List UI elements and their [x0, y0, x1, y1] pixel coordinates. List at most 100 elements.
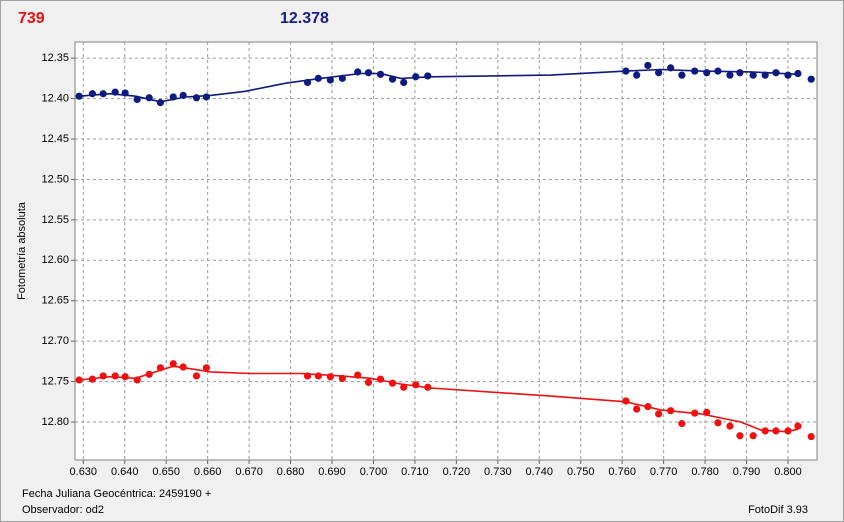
- data-point: [703, 408, 711, 416]
- data-point: [655, 410, 663, 418]
- y-tick-label: 12.35: [41, 52, 69, 64]
- data-point: [364, 69, 373, 77]
- data-point: [412, 73, 420, 81]
- data-point: [364, 378, 373, 386]
- data-point: [678, 71, 686, 79]
- y-tick-label: 12.75: [41, 375, 69, 387]
- data-point: [99, 90, 107, 98]
- y-tick-label: 12.65: [41, 295, 69, 307]
- x-tick-label: 0.650: [152, 466, 180, 478]
- y-tick-label: 12.55: [41, 214, 69, 226]
- data-point: [156, 364, 164, 372]
- y-tick-label: 12.60: [41, 254, 69, 266]
- data-point: [111, 88, 119, 96]
- data-point: [169, 93, 177, 101]
- data-point: [388, 379, 397, 387]
- x-tick-label: 0.670: [235, 466, 263, 478]
- data-point: [424, 383, 432, 391]
- data-point: [794, 422, 802, 430]
- data-point: [303, 78, 312, 87]
- x-tick-label: 0.740: [526, 466, 554, 478]
- data-point: [622, 67, 630, 75]
- data-point: [75, 92, 83, 100]
- data-point: [691, 67, 699, 75]
- y-tick-label: 12.40: [41, 93, 69, 105]
- data-point: [644, 403, 652, 411]
- data-point: [145, 370, 153, 378]
- x-tick-label: 0.800: [774, 466, 802, 478]
- software-label: FotoDif 3.93: [748, 504, 808, 516]
- header-label: 739: [18, 10, 45, 27]
- y-axis-label: Fotometría absoluta: [16, 201, 28, 300]
- y-tick-label: 12.80: [41, 416, 69, 428]
- data-point: [749, 71, 757, 79]
- x-tick-label: 0.700: [360, 466, 388, 478]
- data-point: [169, 360, 177, 368]
- data-point: [75, 376, 83, 384]
- data-point: [691, 409, 699, 417]
- x-axis-label: Fecha Juliana Geocéntrica: 2459190 +: [22, 488, 211, 500]
- x-tick-label: 0.660: [194, 466, 222, 478]
- y-tick-label: 12.70: [41, 335, 69, 347]
- observer-label: Observador: od2: [22, 504, 104, 516]
- data-point: [644, 61, 652, 70]
- data-point: [703, 69, 711, 77]
- data-point: [338, 374, 346, 382]
- header-label: 12.378: [280, 10, 329, 27]
- data-point: [202, 364, 211, 372]
- data-point: [145, 94, 153, 102]
- data-point: [784, 71, 792, 79]
- data-point: [412, 381, 420, 389]
- x-tick-label: 0.680: [277, 466, 305, 478]
- data-point: [303, 372, 312, 380]
- data-point: [354, 371, 362, 379]
- data-point: [772, 69, 780, 77]
- data-point: [714, 419, 722, 427]
- data-point: [714, 67, 722, 75]
- data-point: [736, 69, 744, 77]
- data-point: [314, 372, 322, 380]
- data-point: [749, 432, 757, 440]
- data-point: [388, 75, 397, 83]
- data-point: [726, 71, 734, 79]
- data-point: [133, 95, 141, 104]
- x-tick-label: 0.750: [567, 466, 595, 478]
- x-tick-label: 0.780: [691, 466, 719, 478]
- data-point: [633, 405, 641, 413]
- data-point: [111, 372, 119, 380]
- data-point: [794, 69, 802, 78]
- plot-area: [74, 41, 818, 461]
- data-point: [338, 74, 346, 82]
- data-point: [667, 407, 675, 415]
- y-tick-label: 12.50: [41, 173, 69, 185]
- data-point: [192, 372, 201, 380]
- data-point: [354, 68, 362, 76]
- x-tick-label: 0.760: [608, 466, 636, 478]
- data-point: [202, 93, 211, 101]
- data-point: [179, 363, 187, 371]
- data-point: [784, 427, 792, 435]
- data-point: [622, 397, 630, 405]
- data-point: [807, 75, 815, 83]
- data-point: [314, 74, 322, 82]
- data-point: [88, 90, 97, 98]
- data-point: [121, 373, 129, 381]
- data-point: [807, 432, 815, 441]
- x-tick-label: 0.690: [318, 466, 346, 478]
- data-point: [88, 375, 97, 383]
- data-point: [761, 427, 769, 435]
- data-point: [121, 89, 129, 97]
- data-point: [400, 383, 408, 391]
- data-point: [424, 72, 432, 80]
- data-point: [192, 94, 201, 102]
- x-tick-label: 0.770: [650, 466, 678, 478]
- data-point: [736, 432, 744, 440]
- x-tick-label: 0.720: [443, 466, 471, 478]
- data-point: [667, 64, 675, 72]
- x-tick-label: 0.710: [401, 466, 429, 478]
- y-tick-label: 12.45: [41, 133, 69, 145]
- x-tick-label: 0.730: [484, 466, 512, 478]
- x-tick-label: 0.640: [111, 466, 139, 478]
